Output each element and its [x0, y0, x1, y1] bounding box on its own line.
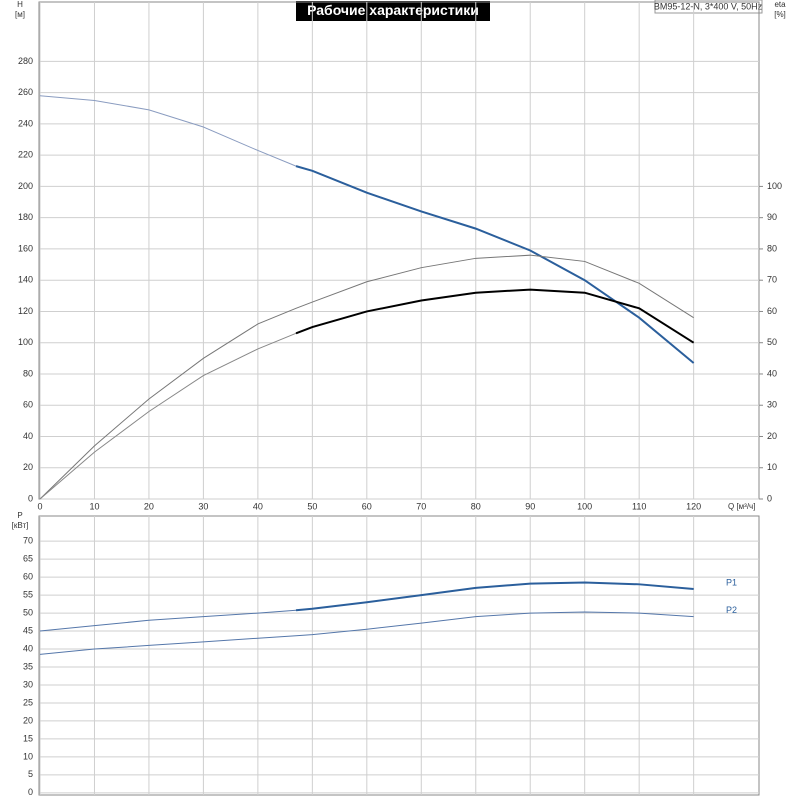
y-tick-label: 15 [23, 733, 33, 743]
x-tick-label: 0 [37, 501, 42, 511]
series-label: P1 [726, 577, 737, 587]
x-tick-label: 110 [632, 501, 646, 511]
y2-tick-label: 90 [767, 212, 777, 222]
y-unit: [м] [15, 10, 25, 19]
y2-tick-label: 60 [767, 306, 777, 316]
y2-tick-label: 50 [767, 337, 777, 347]
plot-frame [38, 1, 760, 500]
y-label: H [17, 0, 23, 9]
y-tick-label: 40 [23, 431, 33, 441]
y2-tick-label: 100 [767, 181, 782, 191]
y-tick-label: 0 [28, 493, 33, 503]
curve-bold [295, 581, 694, 612]
y-tick-label: 280 [18, 56, 33, 66]
plot-frame [38, 515, 760, 796]
y-tick-label: 0 [28, 787, 33, 797]
x-tick-label: 120 [686, 501, 701, 511]
y-tick-label: 50 [23, 607, 33, 617]
y-tick-label: 10 [23, 751, 33, 761]
y-tick-label: 60 [23, 400, 33, 410]
x-tick-label: 30 [198, 501, 208, 511]
y-label: P [17, 511, 22, 520]
curve [39, 254, 694, 500]
y-tick-label: 180 [18, 212, 33, 222]
x-tick-label: 90 [525, 501, 535, 511]
y2-label: eta [774, 0, 786, 9]
curve-bold [295, 288, 695, 344]
model-label: BM95-12-N, 3*400 V, 50Hz [654, 1, 763, 11]
x-tick-label: 20 [144, 501, 154, 511]
x-label: Q [м³/ч] [728, 502, 755, 511]
x-tick-label: 50 [307, 501, 317, 511]
y-tick-label: 55 [23, 589, 33, 599]
x-tick-label: 60 [362, 501, 372, 511]
y2-tick-label: 40 [767, 368, 777, 378]
y2-tick-label: 20 [767, 431, 777, 441]
y2-tick-label: 0 [767, 493, 772, 503]
y-tick-label: 30 [23, 679, 33, 689]
y2-tick-label: 80 [767, 243, 777, 253]
y-tick-label: 200 [18, 181, 33, 191]
y-tick-label: 140 [18, 275, 33, 285]
x-tick-label: 80 [471, 501, 481, 511]
y-unit: [кВт] [12, 521, 29, 530]
y-tick-label: 20 [23, 715, 33, 725]
x-tick-label: 100 [577, 501, 592, 511]
y-tick-label: 65 [23, 554, 33, 564]
y2-tick-label: 10 [767, 462, 777, 472]
y-tick-label: 70 [23, 536, 33, 546]
curve [39, 611, 694, 655]
y-tick-label: 100 [18, 337, 33, 347]
y-tick-label: 25 [23, 697, 33, 707]
y-tick-label: 160 [18, 243, 33, 253]
title-box [296, 1, 490, 21]
y-tick-label: 40 [23, 643, 33, 653]
y-tick-label: 220 [18, 150, 33, 160]
y2-tick-label: 30 [767, 400, 777, 410]
x-tick-label: 40 [253, 501, 263, 511]
y-tick-label: 60 [23, 571, 33, 581]
series-label: P2 [726, 605, 737, 615]
y2-unit: [%] [774, 10, 786, 19]
curve-bold [295, 165, 695, 364]
y-tick-label: 20 [23, 462, 33, 472]
y2-tick-label: 70 [767, 275, 777, 285]
y-tick-label: 120 [18, 306, 33, 316]
chart-title: Рабочие характеристики [307, 2, 479, 18]
x-tick-label: 70 [416, 501, 426, 511]
x-tick-label: 10 [89, 501, 99, 511]
y-tick-label: 35 [23, 661, 33, 671]
y-tick-label: 80 [23, 368, 33, 378]
y-tick-label: 240 [18, 118, 33, 128]
y-tick-label: 45 [23, 625, 33, 635]
y-tick-label: 260 [18, 87, 33, 97]
model-box [654, 0, 763, 14]
y-tick-label: 5 [28, 769, 33, 779]
